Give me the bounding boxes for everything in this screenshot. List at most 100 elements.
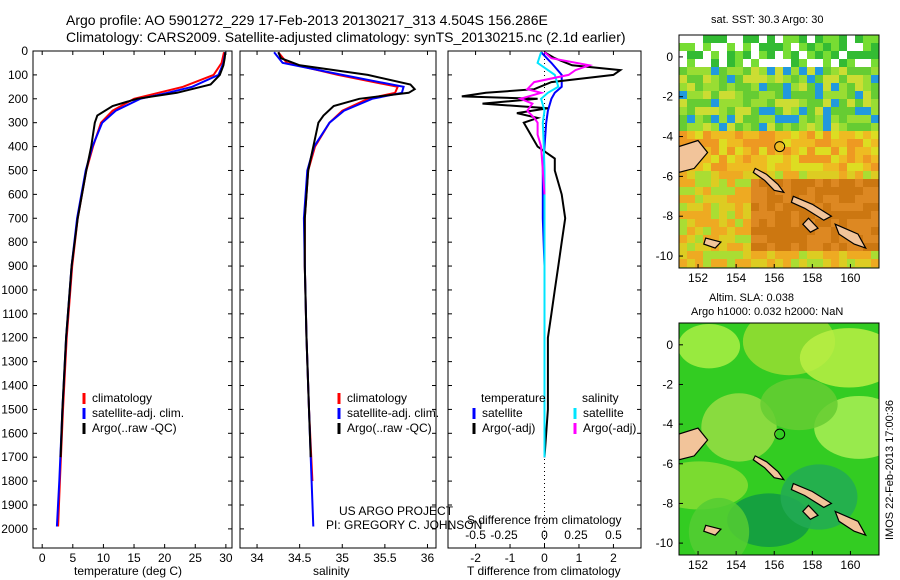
map-cell	[735, 91, 743, 99]
y-tick-label: 2000	[1, 522, 28, 536]
map-cell	[711, 107, 719, 115]
map-cell	[871, 59, 879, 67]
map-cell	[679, 67, 687, 75]
map-cell	[735, 139, 743, 147]
map-cell	[751, 259, 759, 267]
map-cell	[799, 219, 807, 227]
map-cell	[855, 91, 863, 99]
map-blob	[688, 497, 750, 555]
map-cell	[807, 171, 815, 179]
map-cell	[751, 123, 759, 131]
map-cell	[735, 235, 743, 243]
map-cell	[767, 163, 775, 171]
map-cell	[831, 147, 839, 155]
map-cell	[775, 155, 783, 163]
y-tick-label: 600	[8, 187, 28, 201]
map-cell	[799, 75, 807, 83]
sla-map-title-2: Argo h1000: 0.032 h2000: NaN	[691, 306, 844, 318]
map-cell	[751, 67, 759, 75]
y-tick-label: 1700	[1, 450, 28, 464]
x-tick-label: 15	[127, 551, 141, 565]
map-cell	[799, 155, 807, 163]
x-tick-label: 160	[840, 558, 860, 572]
legend-label: satellite	[583, 406, 624, 420]
x-tick-label: 152	[688, 558, 708, 572]
map-cell	[871, 35, 879, 43]
map-cell	[791, 123, 799, 131]
map-cell	[791, 91, 799, 99]
map-cell	[839, 83, 847, 91]
map-cell	[695, 203, 703, 211]
map-cell	[815, 35, 823, 43]
map-cell	[751, 155, 759, 163]
argo-location-marker	[774, 428, 786, 440]
x-tick-label: -2	[470, 551, 481, 565]
map-cell	[799, 99, 807, 107]
map-cell	[839, 99, 847, 107]
map-cell	[855, 107, 863, 115]
map-cell	[751, 91, 759, 99]
map-cell	[751, 251, 759, 259]
map-cell	[767, 75, 775, 83]
map-cell	[759, 163, 767, 171]
map-cell	[767, 131, 775, 139]
map-cell	[855, 99, 863, 107]
y-tick-label: 1000	[1, 283, 28, 297]
y-tick-label: -8	[662, 209, 673, 223]
map-cell	[719, 259, 727, 267]
y-tick-label: 1800	[1, 474, 28, 488]
map-cell	[815, 203, 823, 211]
map-cell	[751, 75, 759, 83]
x-tick-label: 20	[158, 551, 172, 565]
y-tick-label: -2	[662, 377, 673, 391]
map-cell	[791, 107, 799, 115]
map-cell	[711, 35, 719, 43]
series-line-climatology	[57, 51, 225, 527]
map-cell	[687, 227, 695, 235]
t-diff-xlabel: T difference from climatology	[467, 564, 621, 578]
map-cell	[679, 171, 687, 179]
map-cell	[871, 147, 879, 155]
map-cell	[799, 83, 807, 91]
map-cell	[839, 219, 847, 227]
map-cell	[815, 171, 823, 179]
map-cell	[823, 235, 831, 243]
map-cell	[855, 179, 863, 187]
map-cell	[735, 107, 743, 115]
map-cell	[703, 155, 711, 163]
map-cell	[727, 75, 735, 83]
map-cell	[703, 179, 711, 187]
map-cell	[711, 211, 719, 219]
map-cell	[711, 91, 719, 99]
map-cell	[799, 227, 807, 235]
map-cell	[831, 123, 839, 131]
map-cell	[791, 187, 799, 195]
map-cell	[871, 75, 879, 83]
map-cell	[807, 211, 815, 219]
map-cell	[791, 139, 799, 147]
map-cell	[855, 251, 863, 259]
y-tick-label: 200	[8, 92, 28, 106]
map-cell	[767, 99, 775, 107]
map-cell	[751, 171, 759, 179]
map-cell	[695, 227, 703, 235]
map-cell	[855, 123, 863, 131]
map-cell	[687, 179, 695, 187]
map-cell	[831, 43, 839, 51]
map-cell	[847, 99, 855, 107]
x-tick-label: 34	[250, 551, 264, 565]
y-tick-label: 0	[666, 338, 673, 352]
map-cell	[815, 187, 823, 195]
map-cell	[759, 107, 767, 115]
map-cell	[839, 155, 847, 163]
map-cell	[767, 243, 775, 251]
y-tick-label: -8	[662, 496, 673, 510]
map-cell	[775, 219, 783, 227]
map-cell	[719, 187, 727, 195]
map-cell	[727, 243, 735, 251]
map-cell	[847, 139, 855, 147]
map-cell	[711, 179, 719, 187]
map-cell	[751, 99, 759, 107]
map-cell	[855, 195, 863, 203]
map-cell	[839, 259, 847, 267]
